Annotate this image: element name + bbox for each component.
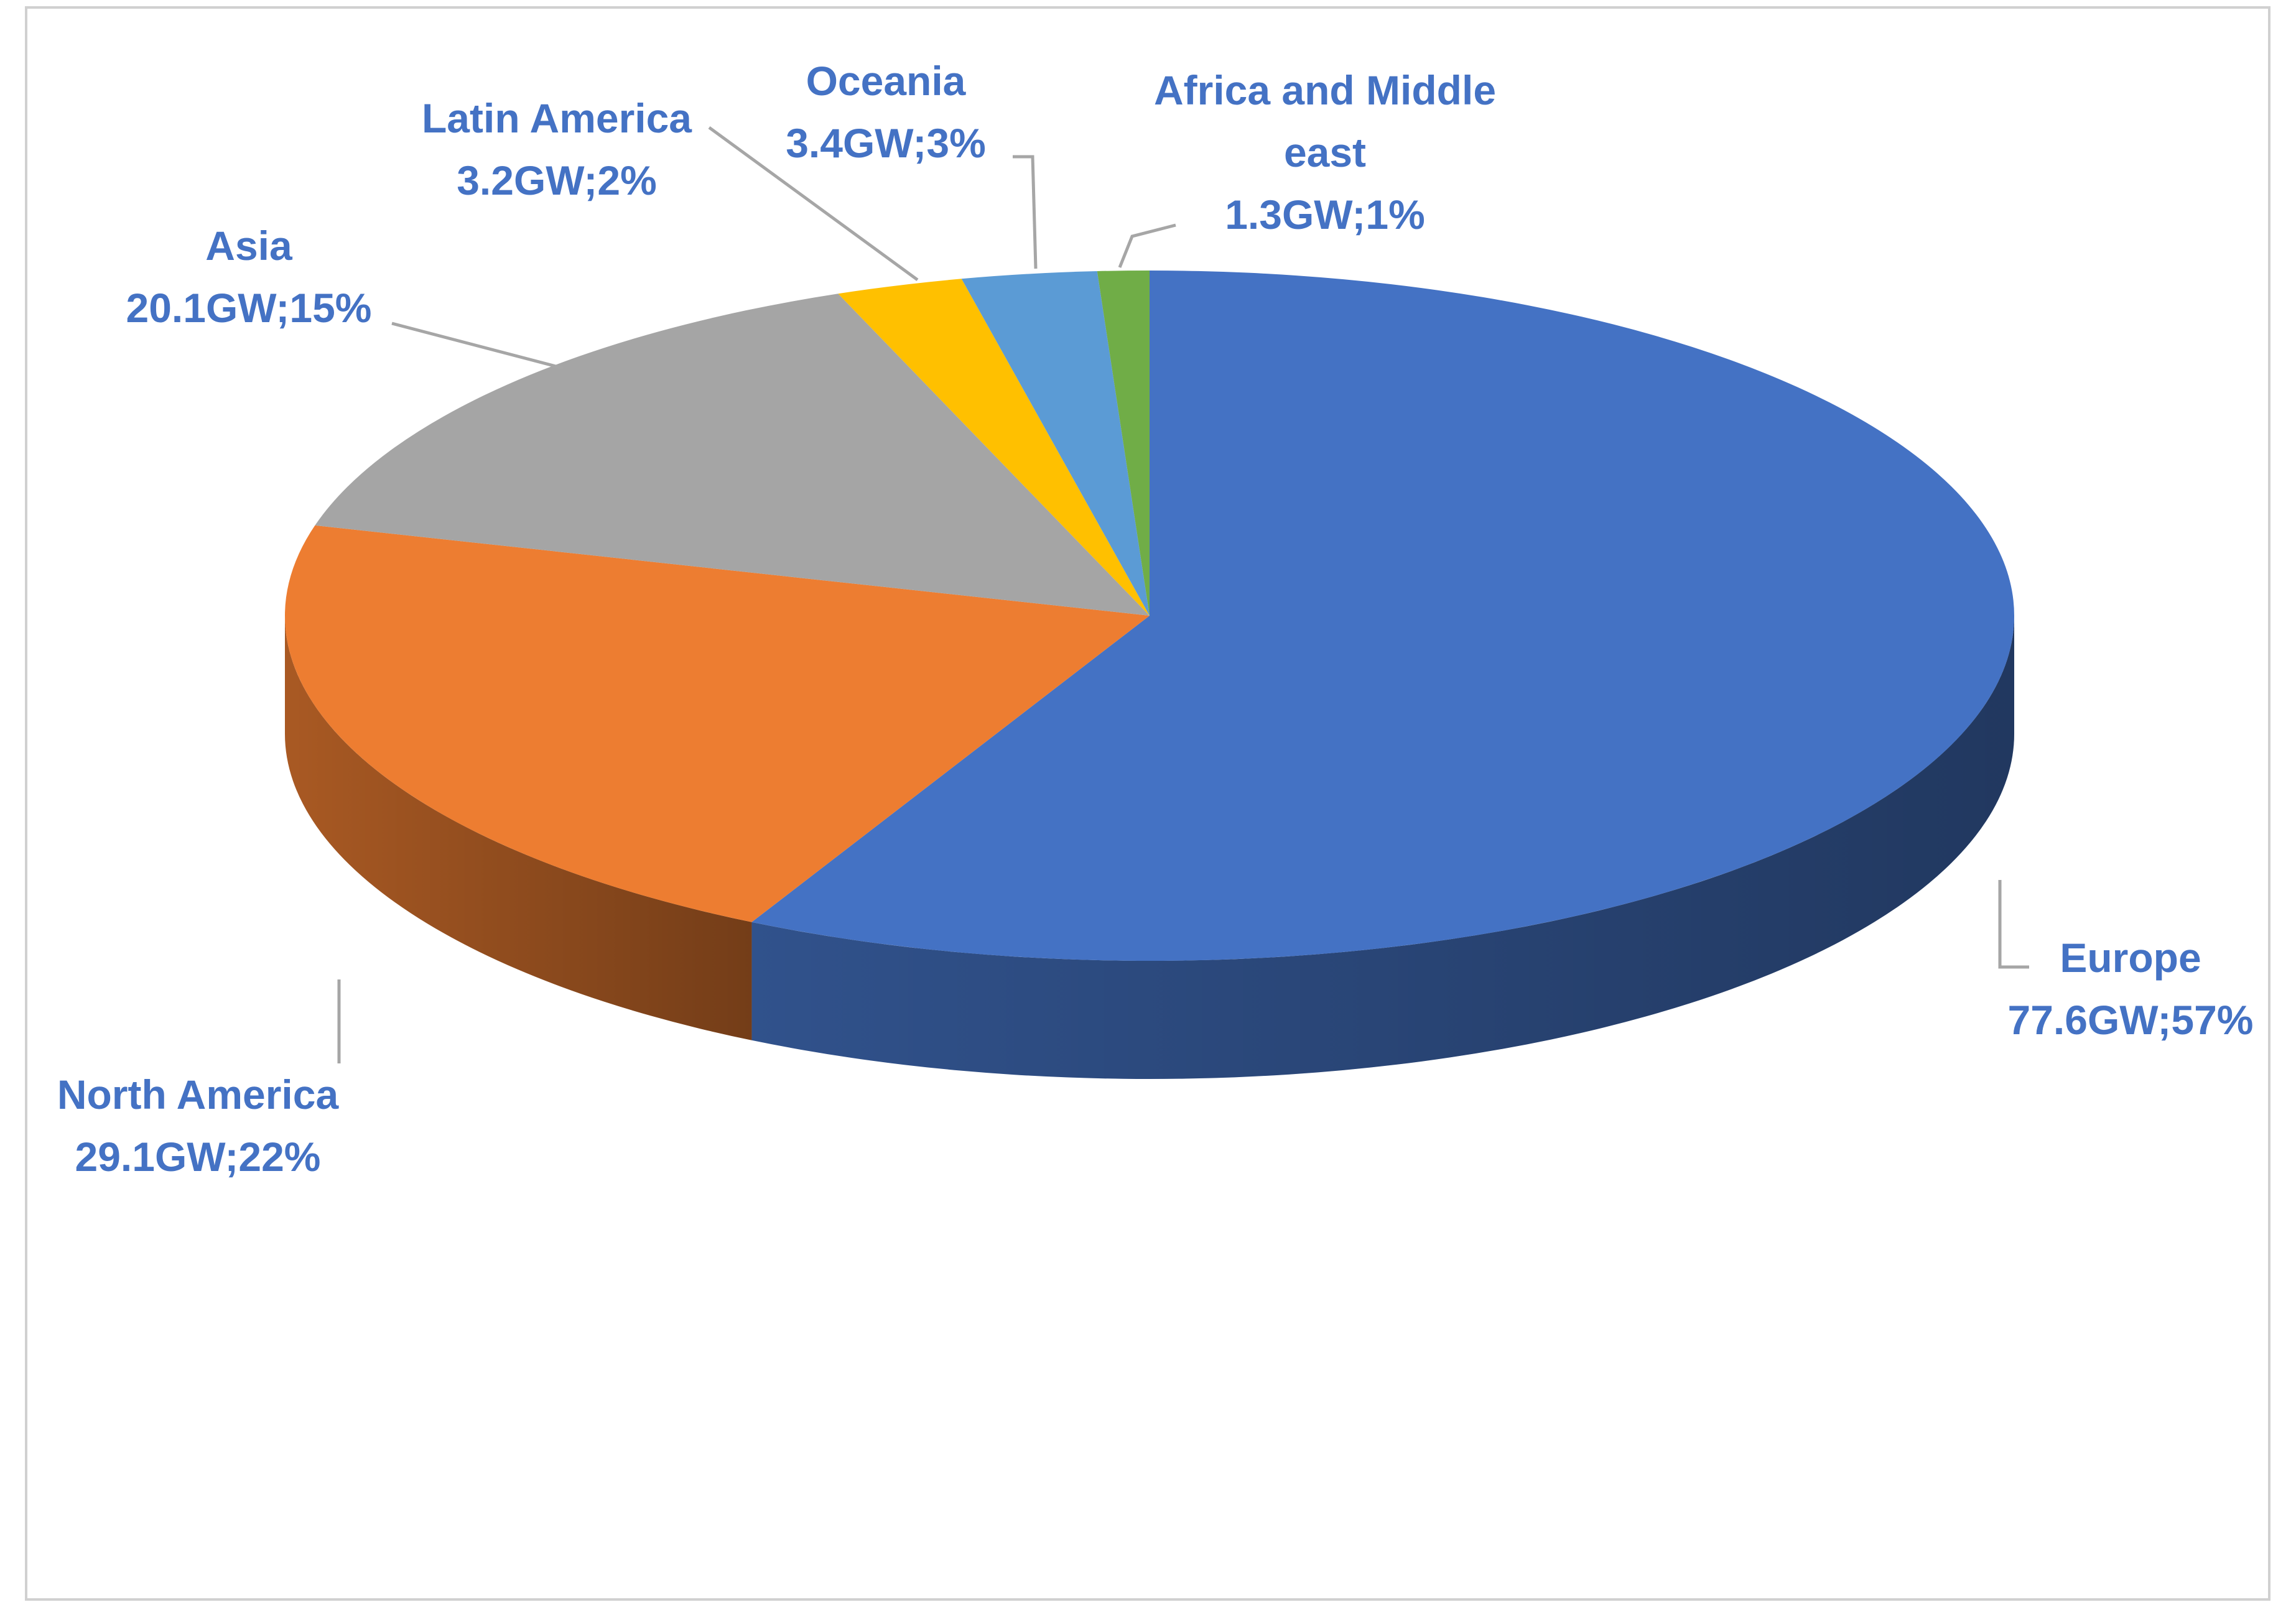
data-label: Latin America 3.2GW;2% <box>370 87 743 211</box>
value-label: 29.1GW;22% <box>75 1134 321 1180</box>
pie-wall-shade <box>751 616 2014 1079</box>
leader-lines <box>337 126 2029 1063</box>
category-label: North America <box>57 1072 339 1118</box>
leader-line <box>1013 155 1038 269</box>
category-label: Europe <box>2060 935 2201 981</box>
value-label: 1.3GW;1% <box>1225 192 1425 238</box>
value-label: 20.1GW;15% <box>126 285 372 331</box>
category-label: Latin America <box>421 95 692 141</box>
data-label: Asia 20.1GW;15% <box>62 215 435 339</box>
pie-wall-shade <box>285 616 752 1040</box>
data-label: Europe 77.6GW;57% <box>1975 927 2286 1051</box>
pie-slice <box>285 525 1150 922</box>
pie-slice <box>961 271 1150 616</box>
pie-slice <box>838 279 1150 616</box>
leader-line <box>391 322 564 370</box>
pie-slice <box>1097 271 1150 616</box>
pie-tops <box>285 271 2015 961</box>
leader-line <box>1118 223 1176 268</box>
value-label: 3.2GW;2% <box>457 157 657 203</box>
leader-line <box>1998 880 2029 969</box>
pie-slice <box>751 271 2015 961</box>
data-label: Oceania 3.4GW;3% <box>730 50 1041 174</box>
data-label: North America 29.1GW;22% <box>0 1063 416 1188</box>
category-label: Asia <box>205 223 292 269</box>
leader-line <box>708 126 919 282</box>
category-label: Africa and Middle east <box>1153 67 1497 175</box>
pie-walls <box>285 616 2014 1079</box>
chart-border <box>25 6 2270 1601</box>
value-label: 3.4GW;3% <box>786 120 986 166</box>
pie-slice <box>315 294 1150 616</box>
category-label: Oceania <box>806 58 966 104</box>
value-label: 77.6GW;57% <box>2007 997 2254 1043</box>
data-label: Africa and Middle east 1.3GW;1% <box>1126 59 1524 246</box>
